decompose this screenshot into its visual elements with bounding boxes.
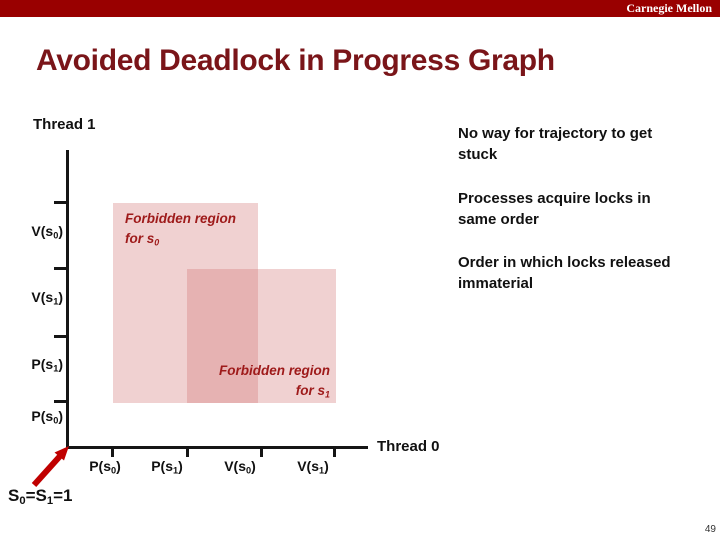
y-tick: [54, 201, 68, 204]
x-tick: [111, 447, 114, 457]
note-line: same order: [458, 211, 539, 228]
note-acquire-same-order: Processes acquire locks in same order: [458, 188, 710, 230]
y-tick-label-vs0: V(s0): [31, 223, 63, 241]
semaphore-init-label: S0=S1=1: [8, 486, 73, 508]
top-bar: Carnegie Mellon: [0, 0, 720, 17]
forbidden-region-s1-label-line2: for s1: [295, 383, 330, 400]
note-line: stuck: [458, 146, 498, 163]
forbidden-region-s0-label-line1: Forbidden region: [125, 211, 236, 226]
note-line: Processes acquire locks in: [458, 190, 651, 207]
y-tick-label-ps1: P(s1): [31, 356, 63, 374]
x-tick: [260, 447, 263, 457]
forbidden-region-s1-label: Forbidden region for s1: [180, 361, 330, 401]
y-tick: [54, 400, 68, 403]
forbidden-region-s0-label-line2: for s0: [125, 231, 160, 248]
note-line: No way for trajectory to get: [458, 125, 653, 142]
origin-arrow-icon: [31, 446, 69, 488]
x-axis-line: [66, 446, 368, 449]
y-tick: [54, 335, 68, 338]
x-tick-label-ps1: P(s1): [151, 458, 183, 476]
x-tick-label-vs1: V(s1): [297, 458, 329, 476]
note-no-way-stuck: No way for trajectory to get stuck: [458, 123, 710, 165]
x-tick-label-vs0: V(s0): [224, 458, 256, 476]
x-tick: [333, 447, 336, 457]
y-axis-line: [66, 150, 69, 449]
brand-wordmark: Carnegie Mellon: [626, 1, 712, 15]
x-tick-label-ps0: P(s0): [89, 458, 121, 476]
forbidden-region-s1: [187, 269, 336, 403]
y-tick: [54, 267, 68, 270]
note-release-order-immaterial: Order in which locks released immaterial: [458, 252, 710, 294]
page-title: Avoided Deadlock in Progress Graph: [36, 44, 555, 77]
x-axis-title: Thread 0: [377, 438, 440, 455]
note-line: immaterial: [458, 275, 534, 292]
x-tick: [186, 447, 189, 457]
forbidden-region-s0-label: Forbidden region for s0: [125, 209, 236, 249]
forbidden-region-s1-label-line1: Forbidden region: [219, 363, 330, 378]
y-tick-label-vs1: V(s1): [31, 289, 63, 307]
y-tick-label-ps0: P(s0): [31, 408, 63, 426]
y-axis-title: Thread 1: [33, 116, 96, 133]
note-line: Order in which locks released: [458, 254, 671, 271]
page-number: 49: [704, 524, 716, 535]
forbidden-region-s0: [113, 203, 258, 403]
